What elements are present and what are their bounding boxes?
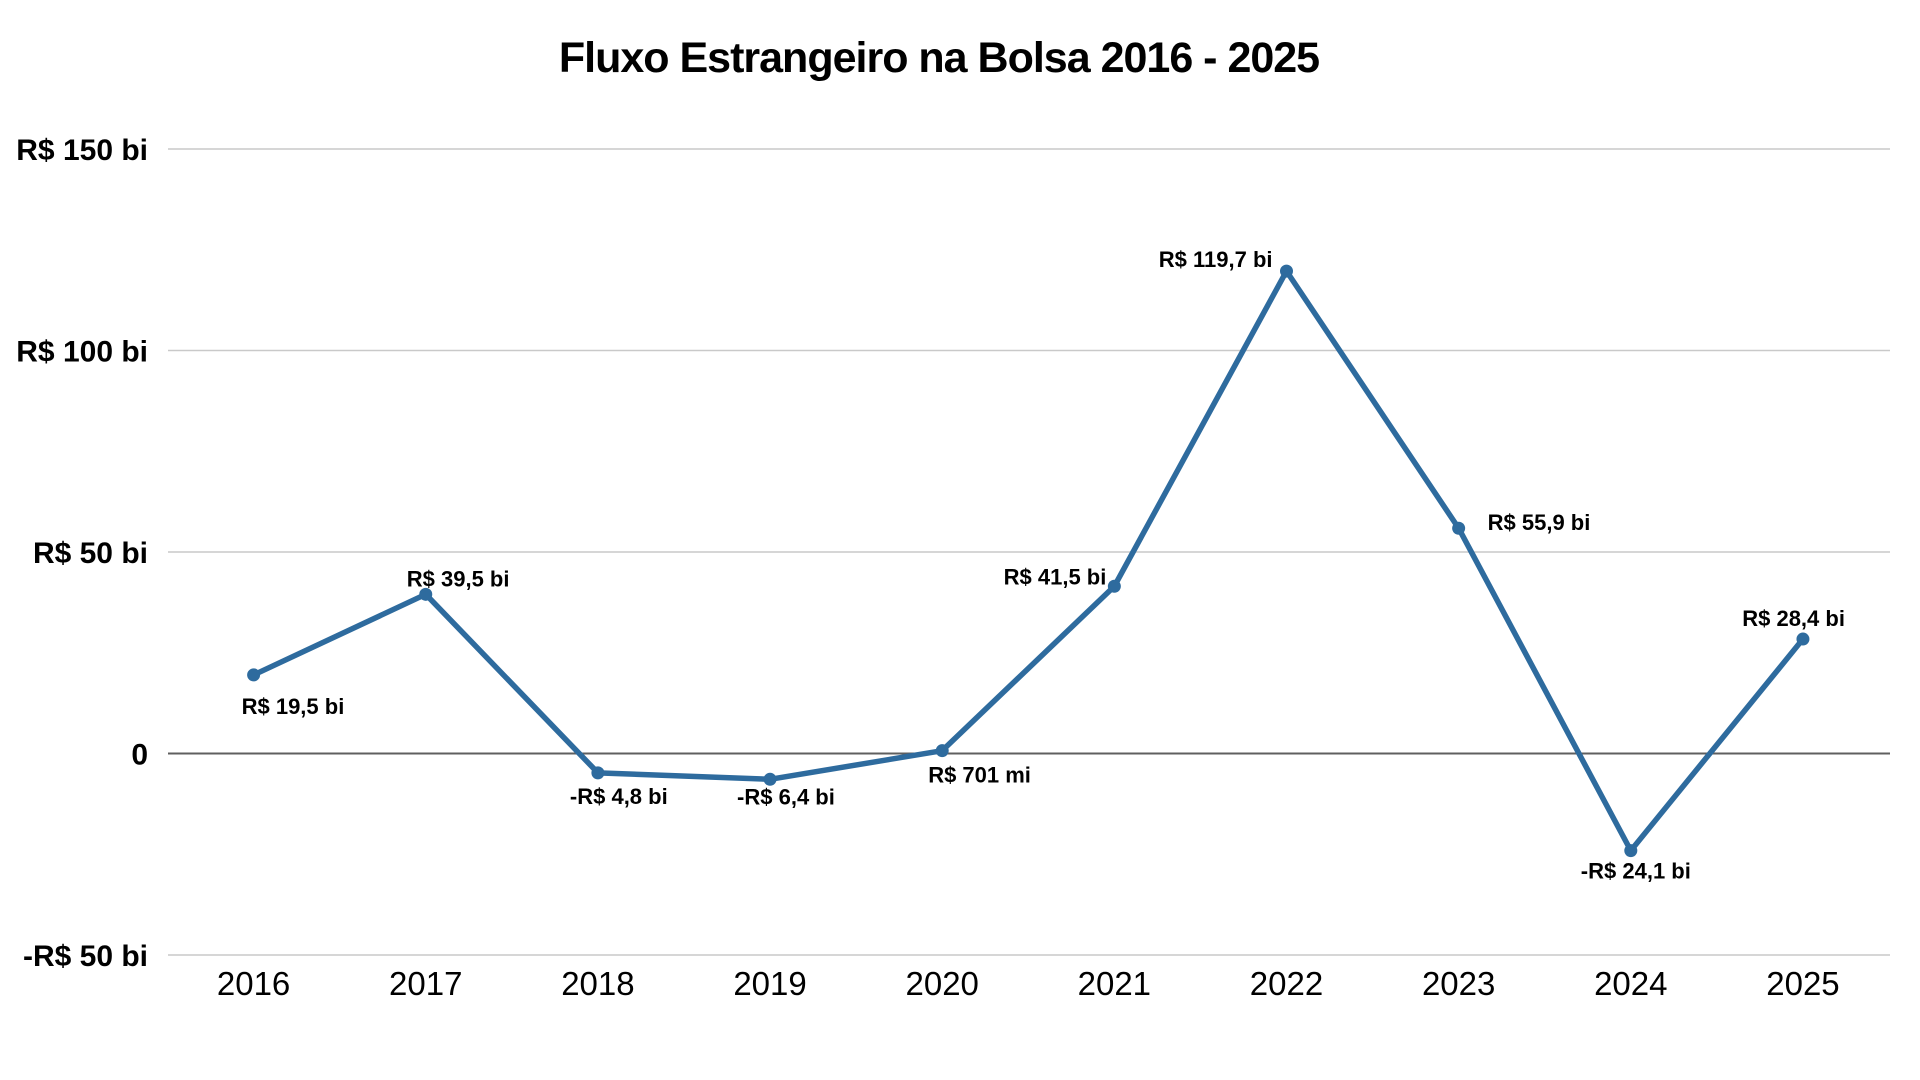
x-axis-tick-label: 2019 [733, 965, 806, 1002]
data-point [1280, 264, 1293, 278]
x-axis-tick-label: 2020 [905, 965, 978, 1002]
data-point [1796, 632, 1810, 646]
data-point-label: R$ 119,7 bi [1159, 247, 1273, 272]
data-point-label: R$ 39,5 bi [407, 566, 510, 591]
data-point-label: R$ 41,5 bi [1004, 564, 1107, 589]
data-point [1107, 579, 1121, 593]
chart-title: Fluxo Estrangeiro na Bolsa 2016 - 2025 [558, 34, 1320, 82]
data-point-label: R$ 701 mi [928, 763, 1031, 788]
x-axis-tick-label: 2016 [217, 965, 290, 1002]
y-axis-tick-label: 0 [131, 739, 148, 772]
data-point-label: -R$ 4,8 bi [570, 784, 668, 809]
x-axis-tick-label: 2024 [1594, 965, 1667, 1002]
x-axis-tick-label: 2021 [1078, 965, 1151, 1002]
data-point-label: R$ 55,9 bi [1488, 510, 1591, 535]
x-axis-tick-label: 2023 [1422, 965, 1495, 1002]
y-axis-tick-label: R$ 100 bi [16, 336, 148, 369]
data-point-label: R$ 28,4 bi [1742, 606, 1845, 631]
data-point-label: R$ 19,5 bi [242, 694, 345, 719]
x-axis-tick-label: 2017 [389, 965, 462, 1002]
data-point [591, 766, 605, 780]
data-point [935, 744, 949, 758]
y-axis-tick-label: R$ 150 bi [16, 134, 148, 167]
data-point [419, 587, 433, 601]
data-point-label: -R$ 6,4 bi [737, 784, 835, 809]
data-point [1624, 844, 1638, 858]
data-point [763, 772, 777, 786]
x-axis-tick-label: 2018 [561, 965, 634, 1002]
data-point [247, 668, 261, 682]
y-axis-tick-label: -R$ 50 bi [23, 940, 148, 973]
x-axis-tick-label: 2025 [1766, 965, 1839, 1002]
series-line [250, 268, 1806, 854]
y-axis-tick-label: R$ 50 bi [33, 537, 148, 570]
data-point-label: -R$ 24,1 bi [1581, 859, 1691, 884]
data-point [1452, 521, 1466, 535]
x-axis-tick-label: 2022 [1250, 965, 1323, 1002]
